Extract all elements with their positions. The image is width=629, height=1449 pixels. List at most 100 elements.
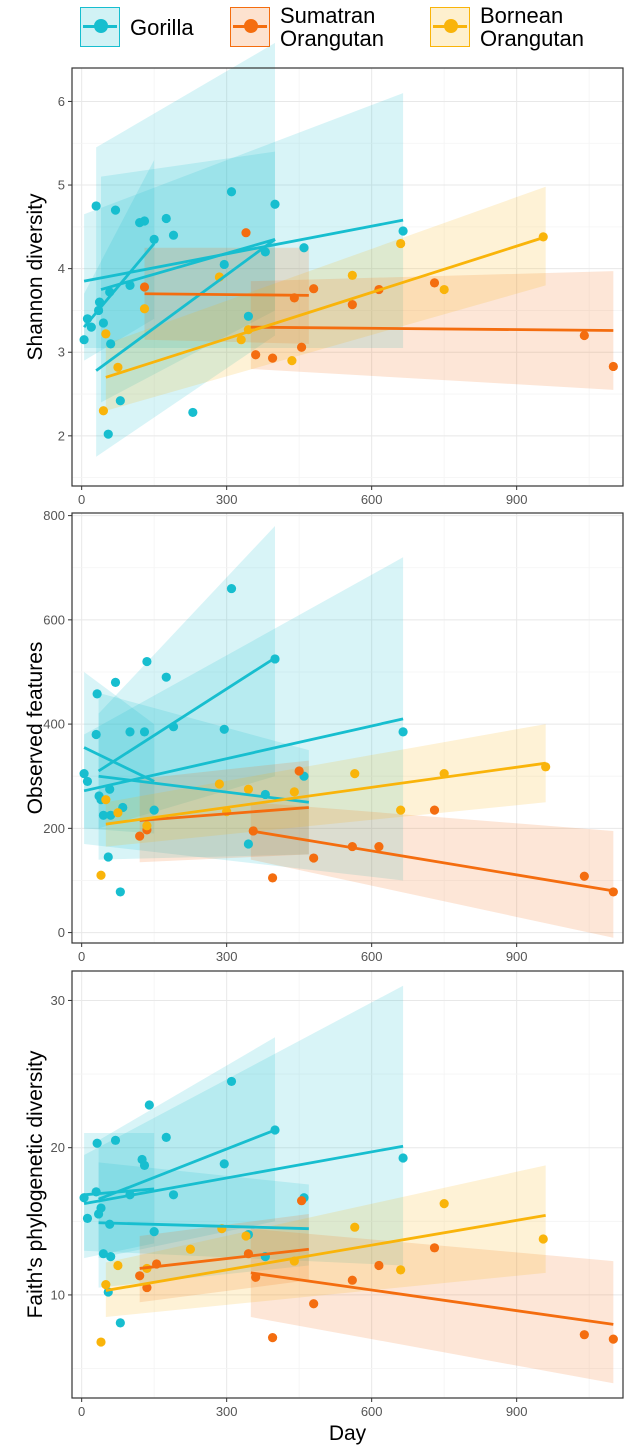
point-gorilla [219, 724, 229, 734]
point-gorilla [115, 396, 125, 406]
point-gorilla [398, 727, 408, 737]
point-gorilla [188, 407, 198, 418]
y-tick-label: 800 [43, 508, 65, 523]
panel-border-faith [71, 970, 624, 1399]
x-axis-title: Day [329, 1422, 367, 1445]
point-bornean-orangutan [243, 784, 254, 794]
point-bornean-orangutan [185, 1244, 196, 1254]
ci-band-bornean-orangutan-0 [105, 1165, 546, 1318]
point-bornean-orangutan [98, 406, 109, 416]
point-gorilla [139, 216, 150, 226]
point-gorilla [98, 810, 109, 820]
fit-line-gorilla-1 [98, 1128, 276, 1201]
fit-line-gorilla-3 [83, 242, 156, 329]
point-gorilla [219, 259, 229, 270]
y-tick-label: 600 [43, 612, 65, 627]
y-tick-label: 20 [51, 1140, 65, 1155]
fit-line-bornean-orangutan-0 [105, 1214, 546, 1292]
fit-line-gorilla-2 [100, 238, 276, 291]
point-bornean-orangutan [113, 1260, 123, 1271]
point-gorilla [398, 226, 408, 236]
panel-observed: 0 300 600 900 0 200 400 600 800 Observed features [24, 508, 624, 964]
point-gorilla [226, 583, 237, 594]
point-sumatran-orangutan [374, 1260, 384, 1271]
y-tick-label: 5 [58, 178, 65, 193]
fit-line-sumatran-orangutan-1 [250, 1271, 614, 1326]
point-gorilla [139, 727, 150, 737]
point-gorilla [125, 727, 135, 737]
point-bornean-orangutan [101, 329, 111, 339]
y-axis-title: Observed features [24, 642, 47, 815]
point-gorilla [92, 1138, 102, 1148]
grid-observed [72, 513, 623, 943]
point-bornean-orangutan [396, 805, 406, 815]
point-gorilla [243, 839, 254, 849]
y-axis-title: Faith's phylogenetic diversity [24, 1050, 47, 1318]
point-bornean-orangutan [538, 1234, 548, 1244]
fit-line-sumatran-orangutan-1 [250, 829, 614, 893]
x-tick-label: 900 [506, 1404, 528, 1419]
point-sumatran-orangutan [579, 330, 589, 341]
x-tick-label: 900 [506, 492, 528, 507]
point-gorilla [91, 201, 101, 211]
point-sumatran-orangutan [296, 1196, 307, 1206]
point-gorilla [98, 1249, 109, 1259]
grid-shannon [72, 68, 623, 486]
point-bornean-orangutan [396, 1265, 406, 1275]
point-bornean-orangutan [113, 808, 123, 818]
point-bornean-orangutan [287, 356, 297, 366]
point-bornean-orangutan [439, 1199, 449, 1209]
point-gorilla [79, 769, 89, 779]
point-sumatran-orangutan [139, 282, 150, 292]
point-bornean-orangutan [113, 362, 123, 372]
fit-line-sumatran-orangutan-0 [144, 292, 309, 297]
point-sumatran-orangutan [429, 805, 440, 815]
point-gorilla [270, 199, 280, 209]
legend-label-gorilla: Gorilla [130, 15, 194, 40]
y-tick-label: 10 [51, 1287, 65, 1302]
point-bornean-orangutan [101, 795, 111, 805]
point-gorilla [115, 887, 125, 897]
point-sumatran-orangutan [309, 853, 319, 863]
point-gorilla [161, 213, 171, 224]
grid-faith [72, 971, 623, 1398]
fit-line-bornean-orangutan-0 [105, 761, 546, 826]
fit-line-gorilla-3 [98, 774, 310, 804]
point-gorilla [226, 1076, 237, 1087]
x-tick-label: 0 [78, 492, 85, 507]
x-tick-label: 0 [78, 949, 85, 964]
point-bornean-orangutan [96, 1337, 106, 1347]
point-gorilla [79, 335, 89, 345]
point-sumatran-orangutan [241, 228, 251, 238]
fit-line-sumatran-orangutan-0 [139, 806, 309, 822]
point-gorilla [139, 1160, 150, 1170]
point-sumatran-orangutan [429, 1243, 440, 1253]
y-tick-label: 0 [58, 925, 65, 940]
point-sumatran-orangutan [347, 299, 357, 310]
fit-line-gorilla-3 [98, 1221, 309, 1231]
point-bornean-orangutan [214, 779, 225, 789]
point-gorilla [226, 187, 237, 197]
fit-line-sumatran-orangutan-0 [139, 1247, 309, 1270]
ci-band-gorilla-0 [84, 557, 404, 881]
y-tick-label: 4 [58, 261, 65, 276]
point-gorilla [98, 318, 109, 328]
point-gorilla [103, 852, 113, 862]
y-axis-title: Shannon diversity [24, 193, 47, 360]
panel-border-shannon [71, 67, 624, 487]
fit-line-gorilla-0 [83, 218, 404, 283]
legend-key-sumatran-orangutan [230, 7, 270, 47]
y-tick-label: 400 [43, 717, 65, 732]
point-sumatran-orangutan [135, 831, 145, 841]
point-gorilla [110, 1135, 121, 1145]
point-sumatran-orangutan [347, 1275, 357, 1285]
point-sumatran-orangutan [309, 284, 319, 294]
ci-band-gorilla-0 [84, 93, 404, 349]
panel-faith: 0 300 600 900 10 20 30 Faith's phylogenetic div… [24, 970, 624, 1445]
x-tick-label: 0 [78, 1404, 85, 1419]
point-gorilla [115, 1318, 125, 1328]
point-gorilla [82, 776, 93, 787]
point-gorilla [149, 1227, 159, 1237]
